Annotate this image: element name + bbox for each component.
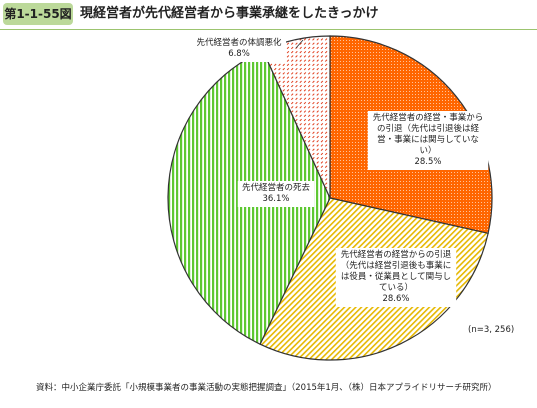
pie-labels: 先代経営者の経営・事業からの引退（先代は引退後は経営・事業には関与していない）2… [192,36,489,307]
slice-retire-uninvolved-text: 営・事業には関与していな [377,134,479,145]
slice-health-value: 6.8% [228,49,250,59]
slice-death-value: 36.1% [262,194,289,204]
slice-death-text: 先代経営者の死去 [242,182,311,193]
slice-retire-uninvolved-text: の引退（先代は引退後は経 [377,123,480,134]
slice-retire-involved-value: 28.6% [382,294,409,304]
slice-retire-uninvolved-text: 先代経営者の経営・事業から [373,112,484,123]
slice-retire-involved-text: ている） [379,282,413,293]
header-rule [0,29,537,30]
slice-retire-involved-text: 先代経営者の経営からの引退 [341,249,452,260]
slice-retire-involved-text: は役員・従業員として関与し [341,271,451,282]
source-note: 資料：中小企業庁委託「小規模事業者の事業活動の実態把握調査」（2015年1月、（… [36,383,497,393]
slice-retire-involved-label: 先代経営者の経営からの引退（先代は経営引退後も事業には役員・従業員として関与して… [335,248,457,307]
slice-retire-involved-text: （先代は経営引退後も事業に [341,260,452,271]
slice-retire-uninvolved-label: 先代経営者の経営・事業からの引退（先代は引退後は経営・事業には関与していない）2… [367,111,489,170]
figure-title: 現経営者が先代経営者から事業承継をしたきっかけ [80,6,379,21]
slice-health-text: 先代経営者の体調悪化 [196,37,282,48]
slice-retire-uninvolved-text: い） [419,145,436,156]
figure-number-badge: 第1-1-55図 [3,3,73,25]
pie-slices [167,35,493,361]
figure-header: 第1-1-55図 現経営者が先代経営者から事業承継をしたきっかけ [0,0,537,30]
slice-retire-uninvolved-value: 28.5% [414,157,441,167]
pie-chart: 先代経営者の経営・事業からの引退（先代は引退後は経営・事業には関与していない）2… [167,35,493,361]
health-leader-line [295,39,304,49]
sample-size-note: (n=3, 256) [468,325,515,335]
